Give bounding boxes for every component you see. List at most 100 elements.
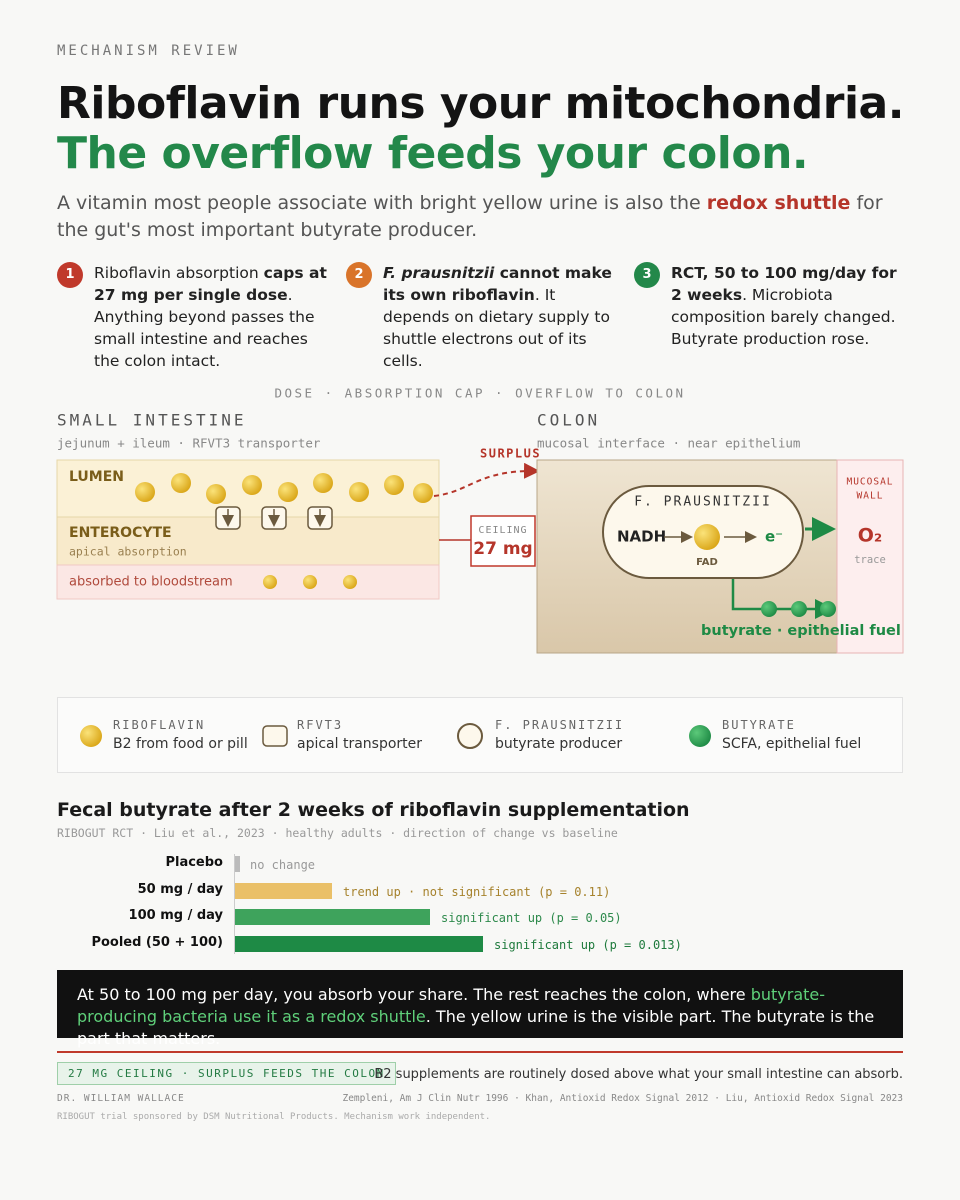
circle [135,482,155,502]
div: BUTYRATE SCFA, epithelial fuel [722,718,861,752]
num: 1 [57,262,83,288]
note: no change [250,858,316,872]
label-line2: WALL [857,491,884,502]
lumen: LUMEN [69,469,124,485]
label: 50 mg / day [137,882,223,897]
circle [206,484,226,504]
circle [303,575,317,589]
divider [57,1051,903,1053]
rect [56,516,440,566]
span: Riboflavin absorption caps at 27 mg per … [94,262,327,372]
surplus: SURPLUS [480,447,541,461]
value: 27 mg [473,539,532,559]
circle [761,601,777,617]
subtitle: A vitamin most people associate with bri… [57,192,707,214]
label: Placebo [165,855,223,870]
legend-icons [80,723,711,749]
output: butyrate · epithelial fuel [701,623,901,639]
circle [313,473,333,493]
div [235,883,332,899]
circle [278,482,298,502]
path [433,462,540,497]
text: cannot make its own riboflavin [383,264,612,304]
subtitle: RIBOGUT RCT · Liu et al., 2023 · healthy… [57,826,618,840]
circle [171,473,191,493]
circle [349,482,369,502]
div [235,936,483,952]
desc: butyrate producer [495,736,623,752]
label-line1: MUCOSAL [846,477,893,488]
blood: absorbed to bloodstream [69,575,233,590]
div [235,909,430,925]
title-accent: The overflow feeds your colon. [57,128,809,179]
label: 100 mg / day [128,908,223,923]
title: SMALL INTESTINE [57,411,247,430]
circle [457,723,483,749]
g [761,601,836,617]
rect [836,459,904,654]
callout: At 50 to 100 mg per day, you absorb your… [77,985,751,1004]
text: RCT, 50 to 100 mg/day for 2 weeks [671,264,897,304]
desc: B2 from food or pill [113,736,248,752]
title: COLON [537,411,600,430]
bacterium: F. PRAUSNITZII [634,495,772,510]
span: RCT, 50 to 100 mg/day for 2 weeks. Micro… [671,262,904,350]
div [235,856,240,872]
circle [263,575,277,589]
enterocyte: ENTEROCYTE [69,525,172,541]
label: CEILING [478,525,527,536]
note: trace [854,554,886,566]
circle [343,575,357,589]
text: . Microbiota composition barely changed.… [671,286,896,348]
div: F. PRAUSNITZII butyrate producer [495,718,624,752]
point: 2 F. prausnitzii cannot make its own ribo… [346,262,616,372]
text: . Anything beyond passes the small intes… [94,286,315,370]
name: F. PRAUSNITZII [495,718,625,732]
name: RFVT3 [297,718,344,732]
rect [56,564,440,600]
carrier: FAD [696,557,718,568]
circle [791,601,807,617]
num: 3 [634,262,660,288]
circle [413,483,433,503]
circle [689,725,711,747]
callout: . The yellow urine is the visible part. … [77,1007,875,1048]
acceptor: O₂ [858,525,882,547]
rect [262,725,288,747]
text: F. prausnitzii [383,264,495,282]
donor: NADH [617,528,666,546]
note: significant up (p = 0.013) [494,938,682,952]
diagram: DOSE · ABSORPTION CAP · OVERFLOW TO COLO… [56,386,904,654]
label: Pooled (50 + 100) [91,935,223,950]
tag: 27 MG CEILING · SURPLUS FEEDS THE COLON [57,1062,396,1085]
note: B2 supplements are routinely dosed above… [374,1067,903,1082]
name: RIBOFLAVIN [113,718,206,732]
text: caps at 27 mg per single dose [94,264,327,304]
callout: butyrate-producing bacteria use it as a … [77,985,826,1026]
note: significant up (p = 0.05) [441,911,622,925]
point: 3 RCT, 50 to 100 mg/day for 2 weeks. Micr… [634,262,904,350]
references: Zempleni, Am J Clin Nutr 1996 · Khan, An… [342,1093,903,1104]
subtitle: redox shuttle [706,192,851,214]
circle [384,475,404,495]
title: Riboflavin runs your mitochondria. [57,78,904,129]
circle [694,524,720,550]
subtitle: A vitamin most people associate with bri… [57,190,907,244]
kicker: MECHANISM REVIEW [57,43,240,59]
callout: At 50 to 100 mg per day, you absorb your… [57,970,903,1048]
num: 2 [346,262,372,288]
desc: apical transporter [297,736,423,752]
baseline [234,854,235,954]
text: Riboflavin absorption [94,264,264,282]
note: trend up · not significant (p = 0.11) [343,885,611,899]
circle [820,601,836,617]
div: RIBOFLAVIN B2 from food or pill [113,718,248,752]
electron: e⁻ [765,528,783,546]
caption: DOSE · ABSORPTION CAP · OVERFLOW TO COLO… [274,386,685,401]
circle [80,725,102,747]
text: . It depends on dietary supply to shuttl… [383,286,610,370]
name: BUTYRATE [722,718,796,732]
author: DR. WILLIAM WALLACE [57,1093,185,1104]
div: RFVT3 apical transporter [297,718,422,752]
